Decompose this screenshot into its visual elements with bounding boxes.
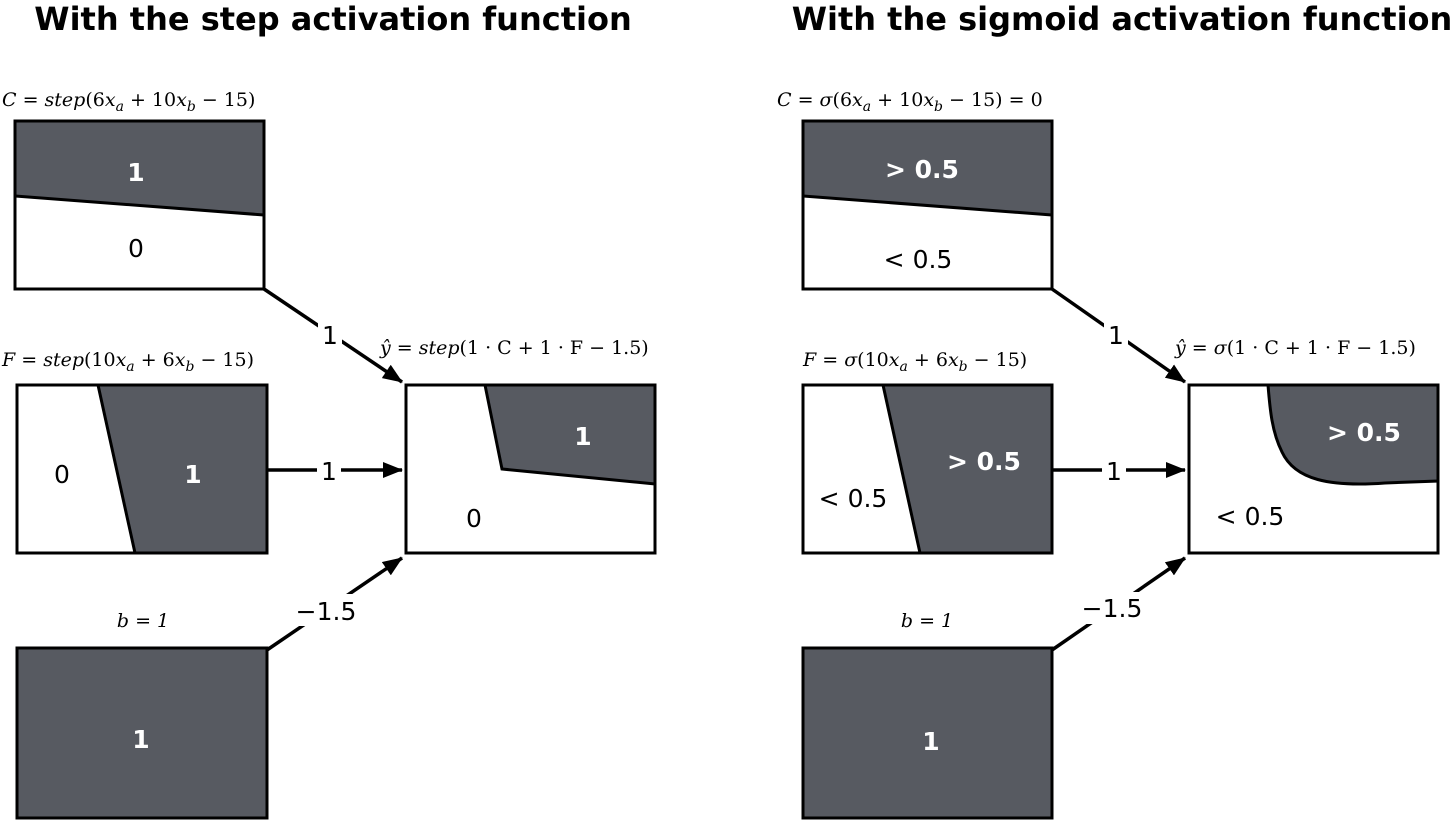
f-region-right-label: 1 xyxy=(184,460,201,489)
f-box: 0 1 xyxy=(15,383,269,555)
c-region-bottom-label: < 0.5 xyxy=(884,245,953,274)
edge-f-label-bg xyxy=(317,455,341,485)
edge-b-weight: −1.5 xyxy=(296,597,357,626)
f-region-high xyxy=(881,383,1054,555)
c-box: 1 0 xyxy=(13,119,266,291)
y-region-bottom-label: < 0.5 xyxy=(1216,502,1285,531)
edge-c-weight: 1 xyxy=(1108,321,1124,350)
edge-c-label-bg xyxy=(1104,318,1128,348)
c-formula: C = σ(6xa + 10xb − 15) = 0 xyxy=(777,89,1043,115)
edge-f-weight: 1 xyxy=(321,457,337,486)
edge-b-weight: −1.5 xyxy=(1082,594,1143,623)
f-region-left-label: < 0.5 xyxy=(819,484,888,513)
y-region-high xyxy=(1266,383,1440,486)
panel-title: With the step activation function xyxy=(34,0,631,38)
edge-b-label-bg xyxy=(1082,592,1142,624)
b-box-frame xyxy=(801,646,1054,820)
b-box-frame xyxy=(15,646,269,820)
y-region-bottom-label: 0 xyxy=(466,504,482,533)
f-box: < 0.5 > 0.5 xyxy=(801,383,1054,555)
panel-sigmoid: With the sigmoid activation function C =… xyxy=(777,0,1451,820)
panel-title: With the sigmoid activation function xyxy=(792,0,1451,38)
c-region-high xyxy=(801,119,1054,217)
b-formula: b = 1 xyxy=(901,610,953,632)
c-region-top-label: > 0.5 xyxy=(885,155,959,184)
f-formula: F = σ(10xa + 6xb − 15) xyxy=(802,349,1027,375)
edge-c-weight: 1 xyxy=(322,321,338,350)
c-box: > 0.5 < 0.5 xyxy=(801,119,1054,291)
edge-b-label-bg xyxy=(296,594,356,626)
y-region-one xyxy=(483,383,657,486)
y-box: 1 0 xyxy=(404,383,657,555)
b-box: 1 xyxy=(801,646,1054,820)
edge-f-weight: 1 xyxy=(1106,457,1122,486)
c-region-top-label: 1 xyxy=(127,158,144,187)
y-formula: ŷ = σ(1 · C + 1 · F − 1.5) xyxy=(1174,337,1416,359)
y-region-top-label: > 0.5 xyxy=(1327,418,1401,447)
y-region-top-label: 1 xyxy=(574,422,591,451)
b-formula: b = 1 xyxy=(117,610,169,632)
panel-step: With the step activation function C = st… xyxy=(1,0,657,820)
f-formula: F = step(10xa + 6xb − 15) xyxy=(1,349,254,375)
y-box: > 0.5 < 0.5 xyxy=(1187,383,1440,555)
b-box: 1 xyxy=(15,646,269,820)
c-region-one xyxy=(13,119,266,217)
f-region-right-label: > 0.5 xyxy=(947,447,1021,476)
edge-f-label-bg xyxy=(1102,455,1126,485)
f-region-left-label: 0 xyxy=(54,460,70,489)
b-box-label: 1 xyxy=(922,727,939,756)
c-formula: C = step(6xa + 10xb − 15) xyxy=(2,89,255,115)
y-formula: ŷ = step(1 · C + 1 · F − 1.5) xyxy=(379,337,649,359)
f-region-one xyxy=(96,383,269,555)
edge-c-label-bg xyxy=(318,318,342,348)
b-box-label: 1 xyxy=(132,725,149,754)
c-region-bottom-label: 0 xyxy=(128,234,144,263)
